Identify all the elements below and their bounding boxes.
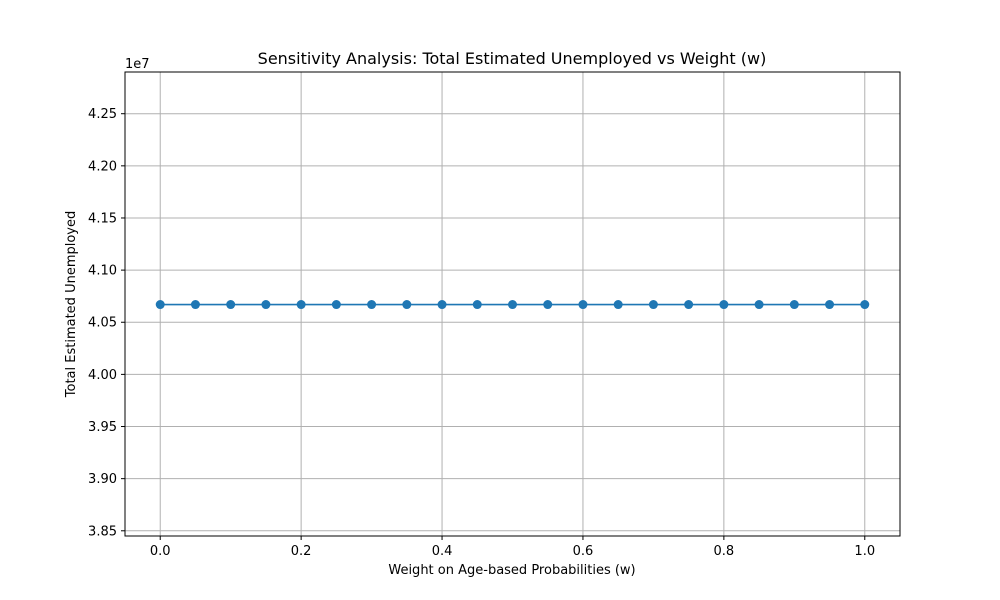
y-tick-label: 4.10: [88, 264, 117, 279]
data-point: [543, 300, 553, 310]
y-tick-label: 4.05: [88, 316, 117, 331]
data-point: [684, 300, 694, 310]
y-tick-label: 4.20: [88, 159, 117, 174]
y-tick-label: 3.95: [88, 420, 117, 435]
series-layer: [155, 300, 870, 310]
data-point: [402, 300, 412, 310]
data-point: [190, 300, 200, 310]
x-tick-label: 0.0: [150, 544, 171, 559]
data-point: [754, 300, 764, 310]
data-point: [226, 300, 236, 310]
data-point: [331, 300, 341, 310]
data-point: [472, 300, 482, 310]
grid-lines: [125, 72, 900, 536]
data-point: [296, 300, 306, 310]
data-point: [508, 300, 517, 310]
x-axis-label: Weight on Age-based Probabilities (w): [388, 563, 635, 578]
y-offset-label: 1e7: [125, 57, 150, 72]
data-point: [155, 300, 165, 310]
y-axis: 3.85 3.90 3.95 4.00 4.05 4.10 4.15 4.20 4.25: [88, 107, 125, 539]
data-point: [719, 300, 729, 310]
y-tick-label: 4.25: [88, 107, 117, 122]
data-point: [578, 300, 588, 310]
y-axis-label: Total Estimated Unemployed: [64, 211, 79, 398]
y-tick-label: 3.90: [88, 472, 117, 487]
data-point: [437, 300, 447, 310]
x-tick-label: 0.4: [432, 544, 453, 559]
x-tick-label: 0.8: [714, 544, 735, 559]
data-point: [789, 300, 799, 310]
data-point: [367, 300, 377, 310]
plot-frame: [124, 71, 901, 537]
y-tick-label: 4.15: [88, 211, 117, 226]
data-point: [825, 300, 835, 310]
x-tick-label: 1.0: [854, 544, 875, 559]
x-tick-label: 0.6: [573, 544, 594, 559]
data-point: [613, 300, 623, 310]
y-tick-label: 4.00: [88, 368, 117, 383]
y-tick-label: 3.85: [88, 524, 117, 539]
data-point: [860, 300, 870, 310]
data-point: [261, 300, 271, 310]
x-axis: 0.0 0.2 0.4 0.6 0.8 1.0: [150, 536, 875, 559]
data-point: [648, 300, 658, 310]
x-tick-label: 0.2: [291, 544, 312, 559]
chart-title: Sensitivity Analysis: Total Estimated Un…: [258, 49, 767, 68]
